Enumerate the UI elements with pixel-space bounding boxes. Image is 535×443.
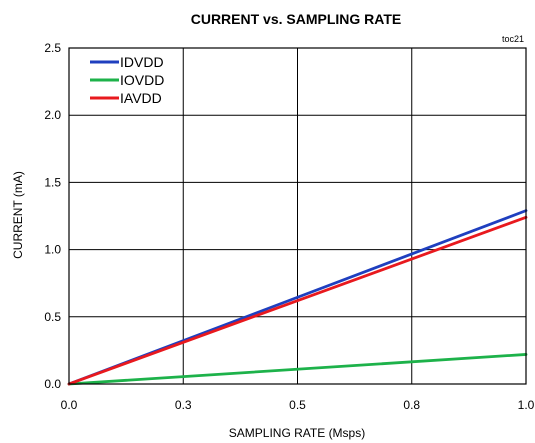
y-tick-label: 0.0 <box>44 377 61 391</box>
x-tick-label: 0.0 <box>61 398 78 412</box>
y-tick-label: 1.5 <box>44 175 61 189</box>
chart-title: CURRENT vs. SAMPLING RATE <box>191 11 402 27</box>
legend-label-idvdd: IDVDD <box>120 54 164 70</box>
y-axis-label: CURRENT (mA) <box>11 171 25 259</box>
y-tick-labels: 0.0 0.5 1.0 1.5 2.0 2.5 <box>44 41 61 391</box>
y-tick-label: 1.0 <box>44 243 61 257</box>
x-axis-label: SAMPLING RATE (Msps) <box>229 426 365 440</box>
plot-frame <box>68 47 527 385</box>
series-line-iovdd <box>67 353 528 386</box>
x-tick-labels: 0.0 0.3 0.5 0.8 1.0 <box>61 398 535 412</box>
x-tick-label: 0.3 <box>175 398 192 412</box>
series-line-iavdd <box>67 215 528 386</box>
series-lines <box>67 209 528 386</box>
legend: IDVDD IOVDD IAVDD <box>90 54 164 106</box>
y-tick-label: 2.5 <box>44 41 61 55</box>
legend-label-iovdd: IOVDD <box>120 72 164 88</box>
y-tick-label: 0.5 <box>44 310 61 324</box>
chart-note: toc21 <box>502 34 524 44</box>
x-tick-label: 0.8 <box>403 398 420 412</box>
y-tick-label: 2.0 <box>44 108 61 122</box>
x-tick-label: 1.0 <box>518 398 535 412</box>
x-tick-label: 0.5 <box>289 398 306 412</box>
legend-label-iavdd: IAVDD <box>120 90 162 106</box>
